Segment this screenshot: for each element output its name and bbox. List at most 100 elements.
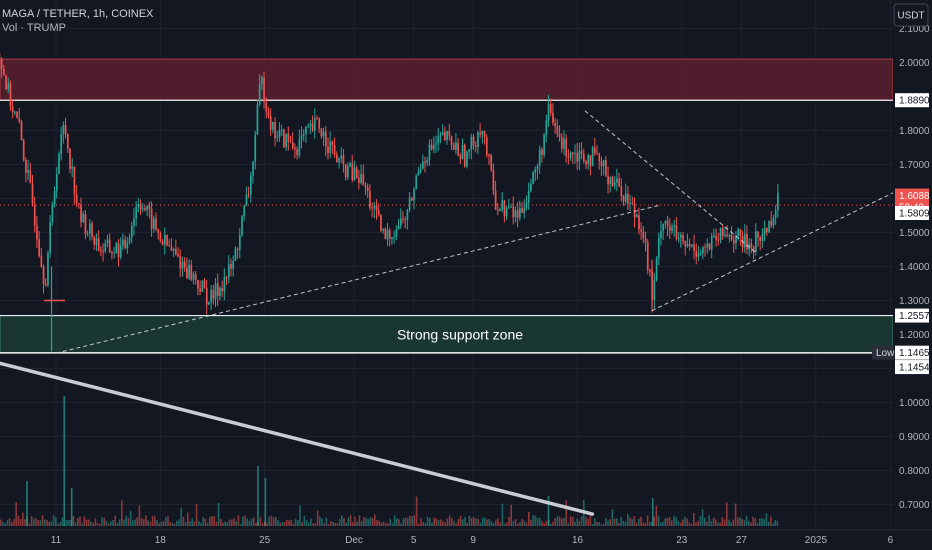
candle-body xyxy=(668,226,671,231)
candle-body xyxy=(569,152,572,158)
volume-bar xyxy=(259,517,262,526)
candle-body xyxy=(84,213,87,235)
candle-body xyxy=(214,283,217,299)
candle-body xyxy=(163,234,166,245)
volume-bar xyxy=(149,521,152,526)
candle-body xyxy=(631,202,634,204)
candle-body xyxy=(503,200,506,217)
volume-bar xyxy=(481,517,484,526)
volume-bar xyxy=(565,500,567,526)
candle-body xyxy=(408,197,411,210)
candle-body xyxy=(358,178,360,184)
candle-body xyxy=(135,207,138,219)
candle-body xyxy=(642,231,645,239)
volume-bar xyxy=(385,523,387,526)
candle-body xyxy=(331,141,334,145)
volume-bar xyxy=(41,515,44,526)
volume-bar xyxy=(750,522,752,526)
volume-bar xyxy=(107,523,110,526)
candle-body xyxy=(706,243,709,248)
candle-body xyxy=(578,151,581,162)
candle-body xyxy=(344,164,347,178)
candle-body xyxy=(598,154,601,162)
volume-bar xyxy=(660,522,662,526)
candle-body xyxy=(611,176,614,186)
volume-bar xyxy=(294,519,297,526)
volume-bar xyxy=(473,517,475,526)
volume-bar xyxy=(224,521,226,526)
candle-body xyxy=(653,279,656,300)
low-tag: Low xyxy=(876,348,895,359)
candle-body xyxy=(591,147,594,167)
candle-body xyxy=(585,161,587,165)
candle-body xyxy=(380,214,382,231)
volume-bar xyxy=(594,518,596,526)
volume-bar xyxy=(435,518,438,526)
volume-bar xyxy=(726,502,728,526)
candle-body xyxy=(353,167,356,181)
volume-bar xyxy=(629,517,631,526)
volume-bars xyxy=(0,396,779,526)
currency-button[interactable] xyxy=(893,3,929,27)
volume-bar xyxy=(772,523,774,526)
volume-bar xyxy=(237,515,240,526)
volume-bar xyxy=(305,520,308,526)
candle-body xyxy=(69,148,71,169)
candle-body xyxy=(53,191,56,205)
candle-body xyxy=(115,243,118,253)
candle-body xyxy=(188,264,190,279)
candle-body xyxy=(342,155,345,165)
volume-bar xyxy=(497,518,499,526)
candle-body xyxy=(232,260,235,269)
candle-body xyxy=(393,236,396,238)
candle-body xyxy=(772,218,775,226)
candle-body xyxy=(55,173,58,192)
volume-bar xyxy=(136,517,138,526)
volume-bar xyxy=(519,521,521,526)
volume-bar xyxy=(48,521,50,526)
candle-body xyxy=(724,234,726,236)
volume-bar xyxy=(118,519,121,526)
price-axis-tick: 0.7000 xyxy=(899,500,930,511)
candle-body xyxy=(126,242,129,248)
volume-bar xyxy=(631,518,633,526)
volume-bar xyxy=(30,516,33,526)
volume-bar xyxy=(250,518,253,526)
candle-body xyxy=(223,277,226,292)
candle-body xyxy=(309,123,312,127)
candle-body xyxy=(441,132,444,136)
candle-body xyxy=(230,264,232,269)
volume-bar xyxy=(690,523,693,526)
volume-bar xyxy=(275,516,277,526)
candle-body xyxy=(622,196,625,202)
candle-body xyxy=(728,234,731,237)
volume-bar xyxy=(327,523,330,526)
candle-body xyxy=(384,228,387,240)
candle-body xyxy=(596,153,598,155)
volume-bar xyxy=(776,521,779,526)
volume-bar xyxy=(587,519,589,526)
candle-body xyxy=(671,226,673,231)
volume-bar xyxy=(536,517,539,526)
volume-bar xyxy=(123,519,125,526)
volume-bar xyxy=(627,513,629,526)
candle-body xyxy=(276,137,279,139)
volume-bar xyxy=(446,518,449,526)
volume-bar xyxy=(264,478,267,526)
volume-bar xyxy=(261,523,264,526)
volume-bar xyxy=(231,519,233,526)
volume-bar xyxy=(404,517,407,526)
volume-bar xyxy=(611,509,614,526)
candle-body xyxy=(541,149,543,155)
volume-bar xyxy=(94,518,97,526)
candle-body xyxy=(587,155,590,165)
candle-body xyxy=(93,236,96,245)
volume-bar xyxy=(479,522,482,526)
volume-bar xyxy=(635,523,638,526)
currency-button-label[interactable]: USDT xyxy=(897,11,924,22)
candle-body xyxy=(455,142,457,150)
candle-body xyxy=(479,132,482,135)
volume-bar xyxy=(633,515,636,526)
volume-bar xyxy=(79,516,81,526)
